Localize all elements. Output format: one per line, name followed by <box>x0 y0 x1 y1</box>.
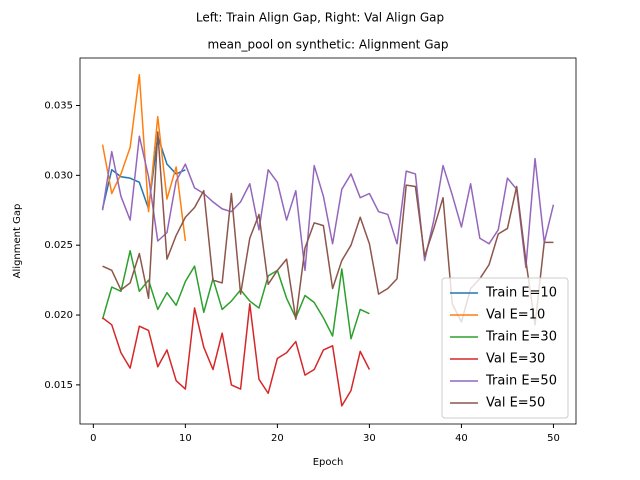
series-line <box>101 74 187 242</box>
x-tick-label: 20 <box>271 433 284 444</box>
y-axis-label: Alignment Gap <box>12 204 23 279</box>
x-tick-label: 0 <box>90 433 96 444</box>
suptitle: Left: Train Align Gap, Right: Val Align … <box>196 11 444 25</box>
x-tick-label: 40 <box>455 433 468 444</box>
series-line <box>102 303 371 407</box>
legend-label: Val E=30 <box>486 352 545 367</box>
series-line <box>101 250 370 340</box>
x-tick-label: 30 <box>363 433 376 444</box>
x-tick-label: 10 <box>179 433 192 444</box>
series-line <box>101 135 555 272</box>
y-tick-label: 0.030 <box>44 170 73 181</box>
axes-frame <box>79 57 577 425</box>
y-tick-label: 0.020 <box>44 310 73 321</box>
legend-label: Train E=30 <box>485 330 557 345</box>
legend-label: Val E=10 <box>486 308 545 323</box>
y-tick-label: 0.025 <box>44 240 73 251</box>
legend-label: Train E=50 <box>485 374 557 389</box>
legend: Train E=10 Val E=10 Train E=30 Val E=30 Trai… <box>441 277 569 419</box>
x-tick-label: 50 <box>547 433 560 444</box>
legend-box <box>441 277 569 419</box>
x-axis-label: Epoch <box>313 457 344 468</box>
y-tick-label: 0.035 <box>44 100 73 111</box>
y-tick-label: 0.015 <box>44 380 73 391</box>
legend-label: Val E=50 <box>486 396 545 411</box>
chart-title: mean_pool on synthetic: Alignment Gap <box>208 38 449 52</box>
legend-label: Train E=10 <box>485 286 557 301</box>
